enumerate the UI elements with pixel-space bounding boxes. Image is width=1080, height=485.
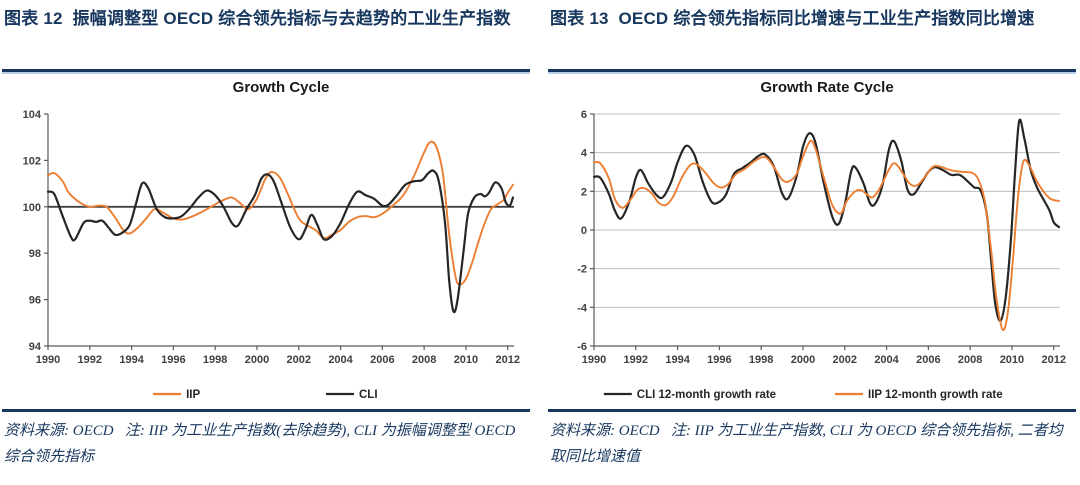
svg-text:4: 4 <box>581 148 588 160</box>
footer-divider <box>2 409 530 412</box>
svg-text:2010: 2010 <box>454 354 478 366</box>
svg-text:2004: 2004 <box>328 354 353 366</box>
svg-text:1998: 1998 <box>749 354 773 366</box>
figure-12-source-note: 资料来源: OECD 注: IIP 为工业生产指数(去除趋势), CLI 为振幅… <box>4 423 520 465</box>
svg-text:102: 102 <box>23 155 41 167</box>
svg-text:2000: 2000 <box>245 354 269 366</box>
svg-text:Growth Cycle: Growth Cycle <box>233 79 330 96</box>
svg-text:2006: 2006 <box>916 354 940 366</box>
svg-text:1996: 1996 <box>161 354 185 366</box>
caption-divider <box>548 69 1076 74</box>
svg-text:1996: 1996 <box>707 354 731 366</box>
svg-text:1990: 1990 <box>36 354 60 366</box>
svg-text:104: 104 <box>23 109 42 121</box>
svg-text:2002: 2002 <box>833 354 857 366</box>
svg-text:2008: 2008 <box>412 354 436 366</box>
figure-13-source-note: 资料来源: OECD 注: IIP 为工业生产指数, CLI 为 OECD 综合… <box>550 423 1063 465</box>
svg-text:1994: 1994 <box>119 354 144 366</box>
svg-text:1990: 1990 <box>582 354 606 366</box>
svg-text:6: 6 <box>581 109 587 121</box>
svg-text:1992: 1992 <box>78 354 102 366</box>
figure-13: 图表 13 OECD 综合领先指标同比增速与工业生产指数同比增速 Growth … <box>548 4 1076 485</box>
svg-text:-2: -2 <box>577 264 587 276</box>
svg-text:2006: 2006 <box>370 354 394 366</box>
svg-text:2: 2 <box>581 186 587 198</box>
svg-text:0: 0 <box>581 225 587 237</box>
svg-text:2010: 2010 <box>1000 354 1024 366</box>
svg-text:CLI: CLI <box>359 389 378 401</box>
svg-text:Growth Rate Cycle: Growth Rate Cycle <box>760 79 893 96</box>
svg-text:IIP 12-month growth rate: IIP 12-month growth rate <box>868 389 1003 401</box>
footer-divider <box>548 409 1076 412</box>
svg-text:2002: 2002 <box>287 354 311 366</box>
svg-text:2000: 2000 <box>791 354 815 366</box>
svg-text:2012: 2012 <box>1041 354 1065 366</box>
growth-cycle-chart-area: Growth Cycle 94 96 98 100 102 104 1990 1992 1994 1… <box>2 74 530 408</box>
caption-divider <box>2 69 530 74</box>
svg-text:-4: -4 <box>577 302 588 314</box>
growth-rate-cycle-chart-area: Growth Rate Cycle -6 -4 -2 0 2 4 6 1990 1992 1994 1… <box>548 74 1076 408</box>
figure-12-caption: 图表 12 振幅调整型 OECD 综合领先指标与去趋势的工业生产指数 <box>4 9 511 28</box>
growth-cycle-chart: Growth Cycle 94 96 98 100 102 104 1990 1992 1994 1… <box>23 79 520 401</box>
svg-text:1998: 1998 <box>203 354 227 366</box>
svg-text:2004: 2004 <box>874 354 899 366</box>
svg-text:2012: 2012 <box>495 354 519 366</box>
svg-text:-6: -6 <box>577 341 587 353</box>
svg-text:94: 94 <box>29 341 42 353</box>
figure-13-caption: 图表 13 OECD 综合领先指标同比增速与工业生产指数同比增速 <box>550 9 1035 28</box>
svg-text:96: 96 <box>29 295 41 307</box>
svg-text:100: 100 <box>23 202 41 214</box>
svg-text:2008: 2008 <box>958 354 982 366</box>
growth-rate-cycle-chart: Growth Rate Cycle -6 -4 -2 0 2 4 6 1990 1992 1994 1… <box>577 79 1066 401</box>
svg-text:1992: 1992 <box>624 354 648 366</box>
svg-text:98: 98 <box>29 248 41 260</box>
figure-12: 图表 12 振幅调整型 OECD 综合领先指标与去趋势的工业生产指数 Growt… <box>2 4 530 485</box>
svg-text:IIP: IIP <box>186 389 200 401</box>
svg-text:1994: 1994 <box>665 354 690 366</box>
svg-text:CLI 12-month growth rate: CLI 12-month growth rate <box>637 389 776 401</box>
